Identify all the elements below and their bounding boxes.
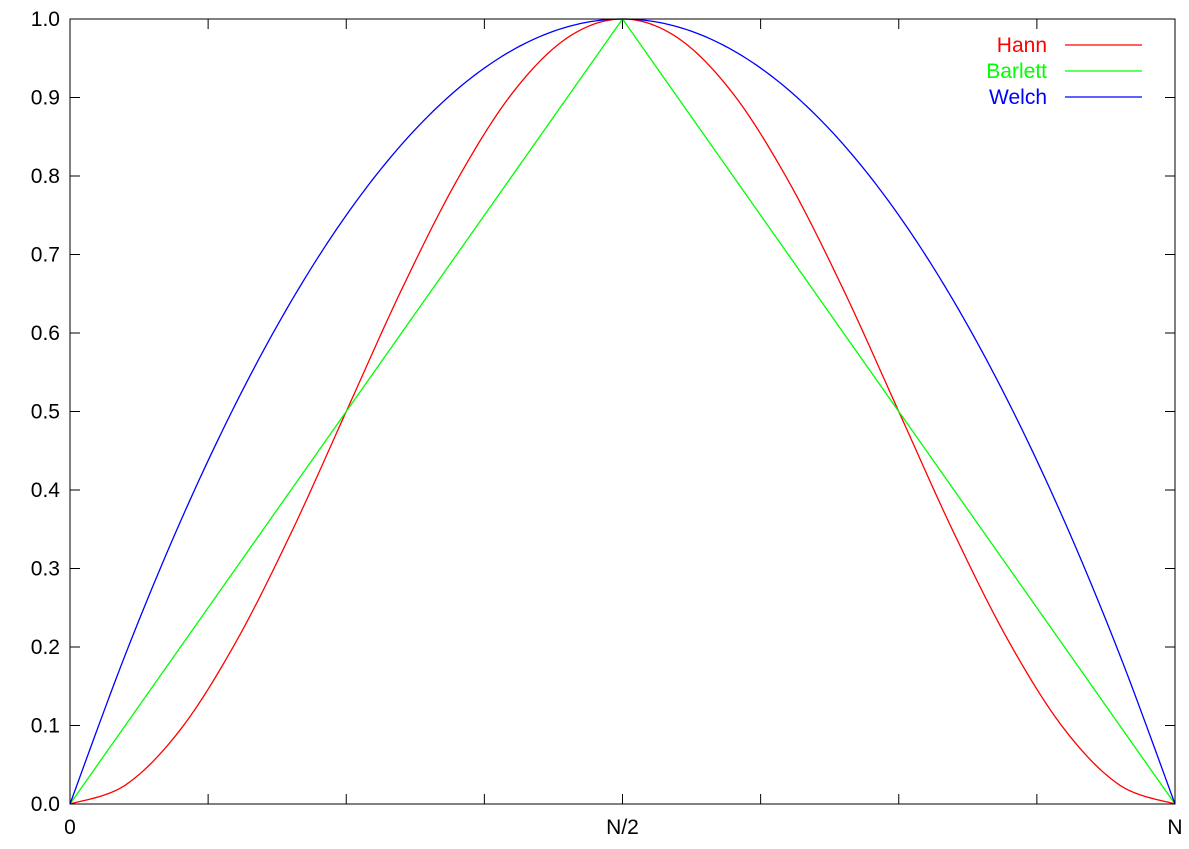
legend-label-welch: Welch [989,86,1047,109]
y-tick-label: 0.0 [31,793,60,816]
y-tick-label: 0.1 [31,715,60,738]
legend-label-hann: Hann [997,34,1047,57]
x-tick-label: N/2 [606,816,639,839]
y-tick-label: 0.9 [31,87,60,110]
y-tick-label: 0.3 [31,558,60,581]
y-tick-label: 0.6 [31,322,60,345]
y-tick-label: 0.2 [31,636,60,659]
plot-frame [69,18,1176,805]
axis-ticks [69,18,1176,805]
y-tick-label: 1.0 [31,8,60,31]
series-line-hann [69,18,1176,805]
series-line-welch [69,18,1176,805]
y-tick-label: 0.8 [31,165,60,188]
x-tick-label: 0 [64,816,76,839]
tick-labels: 0.0 0.1 0.2 0.3 0.4 0.5 0.6 0.7 0.8 0.9 1.0 0 N/2 N [31,8,1183,839]
x-tick-label: N [1167,816,1182,839]
legend-label-barlett: Barlett [986,60,1047,83]
series-line-barlett [69,17,1176,805]
legend: Hann Barlett Welch [986,34,1142,109]
y-tick-label: 0.4 [31,479,61,502]
series-lines [69,17,1176,805]
y-tick-label: 0.7 [31,244,60,267]
y-tick-label: 0.5 [31,401,60,424]
